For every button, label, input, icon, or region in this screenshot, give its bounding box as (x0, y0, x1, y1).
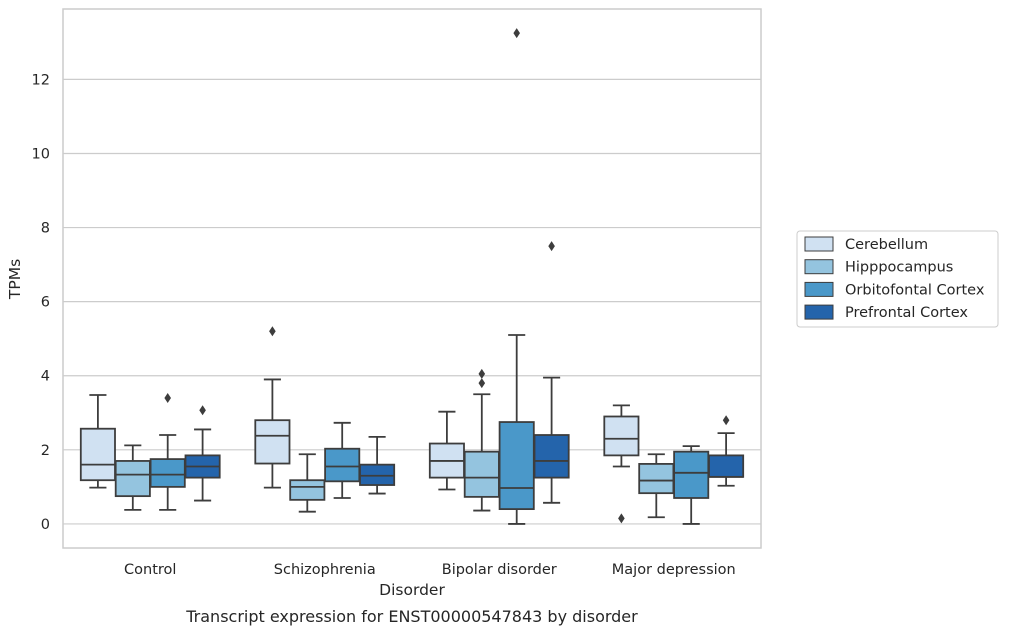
x-tick-label-major-depression: Major depression (612, 562, 736, 578)
iqr-box (149, 458, 186, 488)
box-orbitofontal-cortex-bipolar-disorder (498, 28, 535, 525)
series-orbitofontal-cortex (149, 28, 710, 525)
legend-frame (796, 230, 999, 328)
y-tick-label-6: 6 (41, 295, 50, 311)
plot-area-frame (62, 8, 762, 549)
legend-item-prefrontal-cortex: Prefrontal Cortex (804, 304, 968, 321)
y-tick-label-12: 12 (32, 72, 50, 88)
y-tick-label-4: 4 (41, 369, 50, 385)
outlier-marker (269, 326, 276, 337)
legend-label: Hipppocampus (845, 260, 953, 276)
iqr-box (533, 434, 570, 479)
outlier-marker (478, 368, 486, 379)
legend-swatch (804, 259, 834, 275)
box-cerebellum-bipolar-disorder (428, 410, 465, 491)
legend-item-orbitofontal-cortex: Orbitofontal Cortex (804, 281, 985, 298)
iqr-box (673, 450, 710, 499)
box-cerebellum-schizophrenia (254, 326, 291, 489)
series-hipppocampus (114, 368, 675, 519)
iqr-box (79, 427, 116, 482)
outlier-marker (164, 392, 171, 403)
box-prefrontal-cortex-schizophrenia (359, 435, 396, 495)
x-tick-label-bipolar-disorder: Bipolar disorder (442, 562, 557, 578)
outlier-marker (478, 378, 486, 389)
box-hipppocampus-bipolar-disorder (463, 368, 500, 512)
legend-item-hipppocampus: Hipppocampus (804, 259, 953, 276)
iqr-box (463, 450, 500, 498)
box-prefrontal-cortex-control (184, 405, 221, 502)
y-axis-label: TPMs (6, 259, 24, 300)
x-axis-ticks: Control Schizophrenia Bipolar disorder Majo… (124, 562, 736, 578)
box-series (79, 28, 745, 525)
iqr-box (708, 454, 745, 478)
outlier-marker (199, 405, 206, 416)
x-axis-label: Disorder (379, 581, 445, 599)
y-axis-ticks: 0 2 4 6 8 10 12 (32, 72, 50, 533)
iqr-box (603, 415, 640, 457)
grid-lines (63, 78, 761, 525)
outlier-marker (513, 28, 520, 39)
legend-swatch (804, 236, 834, 252)
iqr-box (359, 463, 396, 486)
legend: Cerebellum Hipppocampus Orbitofontal Corte… (796, 230, 999, 328)
iqr-box (289, 479, 326, 501)
iqr-box (114, 460, 151, 498)
legend-label: Cerebellum (845, 237, 928, 253)
box-cerebellum-major-depression (603, 404, 640, 524)
box-orbitofontal-cortex-major-depression (673, 445, 710, 525)
box-cerebellum-control (79, 394, 116, 489)
legend-label: Orbitofontal Cortex (845, 282, 985, 298)
iqr-box (324, 447, 361, 483)
series-cerebellum (79, 326, 640, 524)
box-prefrontal-cortex-bipolar-disorder (533, 241, 570, 504)
legend-swatch (804, 281, 834, 297)
legend-swatch (804, 304, 834, 320)
box-hipppocampus-major-depression (638, 453, 675, 519)
iqr-box (638, 463, 675, 495)
box-prefrontal-cortex-major-depression (708, 415, 745, 487)
iqr-box (254, 419, 291, 465)
figure-caption: Transcript expression for ENST0000054784… (185, 607, 638, 626)
box-orbitofontal-cortex-schizophrenia (324, 421, 361, 499)
legend-item-cerebellum: Cerebellum (804, 236, 928, 253)
outlier-marker (548, 241, 555, 252)
y-tick-label-8: 8 (41, 221, 50, 237)
x-tick-label-schizophrenia: Schizophrenia (274, 562, 376, 578)
series-prefrontal-cortex (184, 241, 745, 504)
iqr-box (498, 421, 535, 511)
y-tick-label-2: 2 (41, 443, 50, 459)
x-tick-label-control: Control (124, 562, 176, 578)
outlier-marker (722, 415, 730, 426)
box-hipppocampus-schizophrenia (289, 453, 326, 513)
y-tick-label-0: 0 (41, 517, 50, 533)
outlier-marker (618, 513, 625, 524)
legend-label: Prefrontal Cortex (845, 305, 968, 321)
y-tick-label-10: 10 (32, 146, 50, 162)
